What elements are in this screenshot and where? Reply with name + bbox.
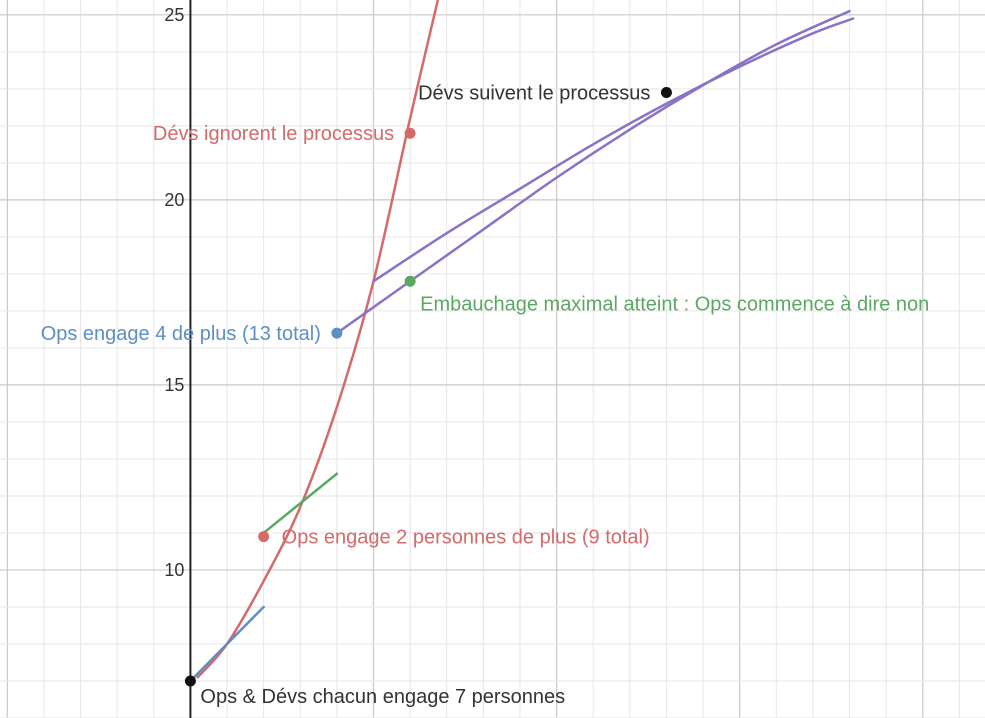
red-point[interactable] (404, 127, 416, 139)
green-curve (262, 472, 339, 535)
point-label: Ops engage 2 personnes de plus (9 total) (282, 527, 650, 549)
purple-curve (335, 9, 851, 335)
y-tick-label: 10 (164, 560, 184, 580)
black-point[interactable] (660, 87, 672, 99)
y-tick-label: 20 (164, 190, 184, 210)
annotated-points (184, 87, 672, 687)
point-label: Ops engage 4 de plus (13 total) (41, 323, 321, 345)
point-label: Dévs suivent le processus (418, 83, 650, 105)
blue-curve (189, 605, 265, 683)
blue-point[interactable] (331, 327, 343, 339)
point-label: Embauchage maximal atteint : Ops commenc… (420, 293, 929, 315)
black-point[interactable] (184, 675, 196, 687)
purple-curve (372, 17, 855, 283)
point-labels: Ops & Dévs chacun engage 7 personnes Ops … (41, 83, 930, 708)
green-point[interactable] (404, 275, 416, 287)
curves (189, 0, 855, 683)
y-tick-labels: 10 15 20 25 (164, 5, 184, 580)
red-curve (196, 0, 440, 679)
red-point[interactable] (258, 531, 270, 543)
y-tick-label: 25 (164, 5, 184, 25)
y-tick-label: 15 (164, 375, 184, 395)
point-label: Dévs ignorent le processus (153, 123, 394, 145)
point-label: Ops & Dévs chacun engage 7 personnes (200, 686, 565, 708)
